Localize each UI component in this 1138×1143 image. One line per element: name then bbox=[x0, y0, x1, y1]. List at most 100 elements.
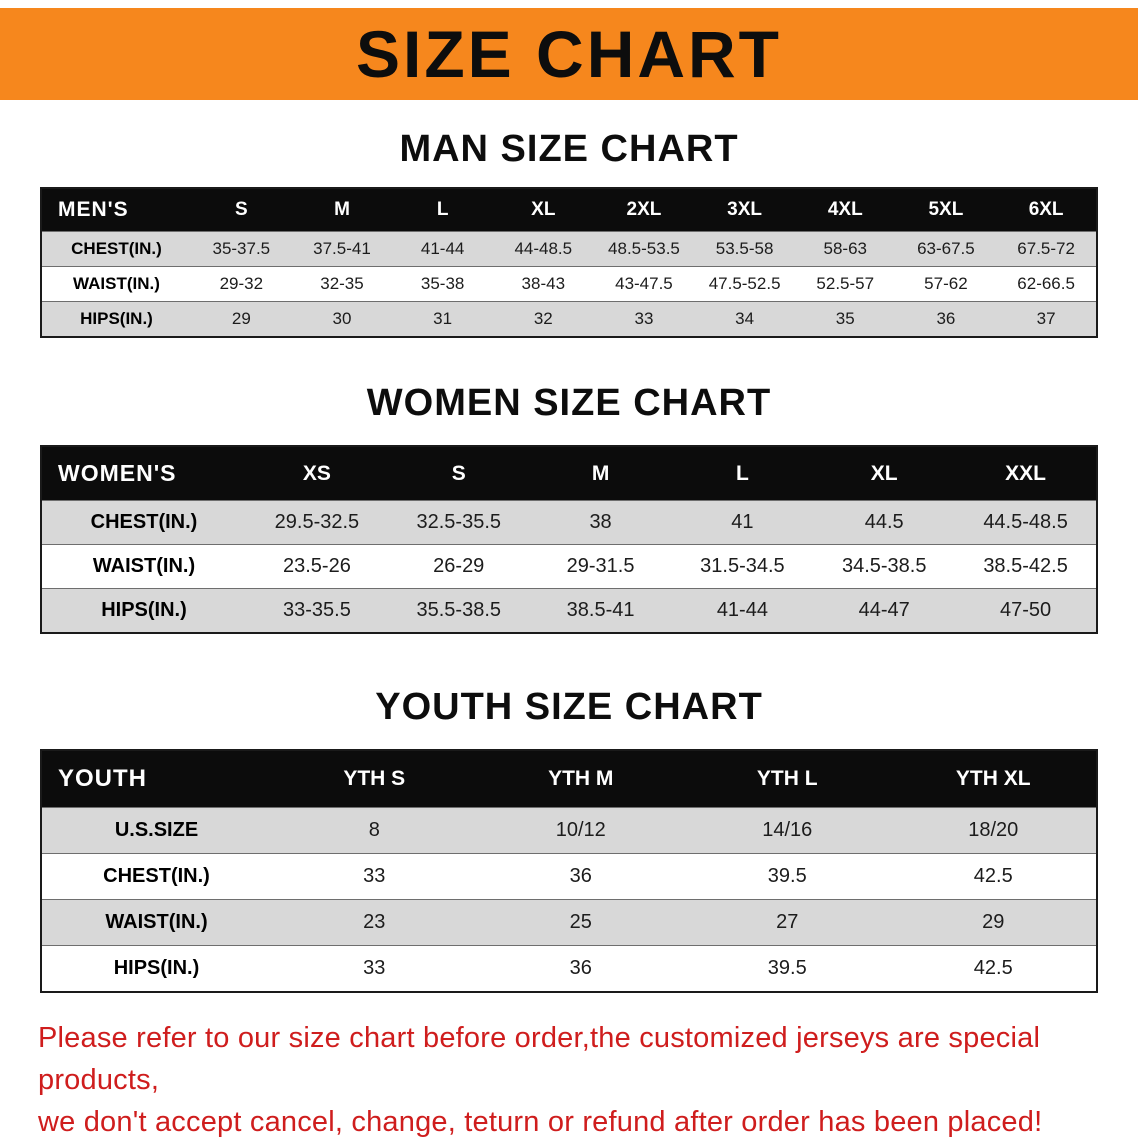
value-cell: 41-44 bbox=[420, 239, 465, 258]
value-cell: 36 bbox=[569, 865, 592, 887]
row-label-cell: WAIST(IN.) bbox=[92, 555, 196, 577]
value-cell: 29-32 bbox=[219, 274, 264, 293]
youth-size-table: YOUTH YTH S YTH M YTH L YTH XL U.S.SIZE 8 10/12… bbox=[40, 749, 1098, 993]
size-header-cell: 5XL bbox=[895, 188, 997, 232]
size-header-cell: S bbox=[191, 188, 292, 232]
row-label-cell: HIPS(IN.) bbox=[101, 599, 187, 621]
value-cell: 30 bbox=[332, 309, 352, 328]
value-cell: 39.5 bbox=[767, 957, 807, 979]
table-header-row: WOMEN'S XS S M L XL XXL bbox=[41, 446, 1097, 501]
value-cell: 29 bbox=[231, 309, 251, 328]
value-cell: 31.5-34.5 bbox=[700, 555, 785, 577]
disclaimer: Please refer to our size chart before or… bbox=[38, 1017, 1100, 1143]
value-cell: 26-29 bbox=[433, 555, 485, 577]
value-cell: 57-62 bbox=[924, 274, 968, 293]
size-header-cell: 6XL bbox=[996, 188, 1097, 232]
table-row: HIPS(IN.) 33 36 39.5 42.5 bbox=[41, 945, 1097, 992]
youth-chart-heading: YOUTH SIZE CHART bbox=[375, 686, 763, 728]
size-header-cell: S bbox=[387, 446, 530, 501]
value-cell: 47-50 bbox=[999, 599, 1052, 621]
table-row: WAIST(IN.) 23 25 27 29 bbox=[41, 899, 1097, 946]
row-label-cell: HIPS(IN.) bbox=[113, 957, 200, 979]
value-cell: 34.5-38.5 bbox=[841, 555, 927, 577]
value-cell: 47.5-52.5 bbox=[708, 274, 781, 293]
size-header-cell: YTH M bbox=[477, 750, 684, 808]
disclaimer-line-1: Please refer to our size chart before or… bbox=[38, 1022, 1041, 1097]
table-title-cell: WOMEN'S bbox=[41, 446, 246, 501]
value-cell: 31 bbox=[433, 309, 453, 328]
women-size-section: WOMEN SIZE CHART WOMEN'S XS S M L XL XXL CHEST(… bbox=[0, 382, 1138, 634]
size-header-cell: M bbox=[529, 446, 672, 501]
value-cell: 32 bbox=[533, 309, 553, 328]
size-header-cell: 3XL bbox=[694, 188, 795, 232]
row-label-cell: WAIST(IN.) bbox=[73, 274, 160, 293]
value-cell: 23.5-26 bbox=[282, 555, 351, 577]
value-cell: 36 bbox=[569, 957, 592, 979]
table-row: WAIST(IN.) 29-32 32-35 35-38 38-43 43-47.5 47.… bbox=[41, 266, 1097, 302]
men-chart-heading: MAN SIZE CHART bbox=[399, 128, 739, 170]
table-row: CHEST(IN.) 29.5-32.5 32.5-35.5 38 41 44.5 44.5… bbox=[41, 500, 1097, 545]
value-cell: 8 bbox=[368, 819, 380, 841]
value-cell: 67.5-72 bbox=[1017, 239, 1075, 258]
table-row: HIPS(IN.) 33-35.5 35.5-38.5 38.5-41 41-44 44-… bbox=[41, 588, 1097, 633]
value-cell: 44.5-48.5 bbox=[983, 511, 1068, 533]
value-cell: 58-63 bbox=[823, 239, 867, 258]
size-header-cell: XL bbox=[492, 188, 594, 232]
value-cell: 43-47.5 bbox=[615, 274, 673, 293]
women-size-table: WOMEN'S XS S M L XL XXL CHEST(IN.) 29.5-32.5 32.5… bbox=[40, 445, 1098, 634]
value-cell: 44-48.5 bbox=[514, 239, 573, 258]
value-cell: 37.5-41 bbox=[313, 239, 371, 258]
value-cell: 27 bbox=[776, 911, 799, 933]
row-label-cell: CHEST(IN.) bbox=[90, 511, 198, 533]
value-cell: 42.5 bbox=[973, 957, 1013, 979]
size-header-cell: XS bbox=[246, 446, 388, 501]
size-chart-title: SIZE CHART bbox=[356, 17, 782, 91]
row-label-cell: CHEST(IN.) bbox=[71, 239, 162, 258]
value-cell: 53.5-58 bbox=[715, 239, 774, 258]
row-label-cell: WAIST(IN.) bbox=[105, 911, 208, 933]
table-header-row: YOUTH YTH S YTH M YTH L YTH XL bbox=[41, 750, 1097, 808]
size-header-cell: XXL bbox=[955, 446, 1097, 501]
value-cell: 35-37.5 bbox=[212, 239, 271, 258]
value-cell: 42.5 bbox=[973, 865, 1013, 887]
men-size-table: MEN'S S M L XL 2XL 3XL 4XL 5XL 6XL CHEST(IN.) 35-37… bbox=[40, 187, 1098, 338]
table-row: HIPS(IN.) 29 30 31 32 33 34 35 36 37 bbox=[41, 301, 1097, 337]
size-chart-banner: SIZE CHART bbox=[0, 8, 1138, 100]
disclaimer-line-2: we don't accept cancel, change, teturn o… bbox=[38, 1106, 1043, 1139]
value-cell: 37 bbox=[1036, 309, 1056, 328]
value-cell: 14/16 bbox=[762, 819, 813, 841]
table-header-row: MEN'S S M L XL 2XL 3XL 4XL 5XL 6XL bbox=[41, 188, 1097, 232]
table-row: CHEST(IN.) 33 36 39.5 42.5 bbox=[41, 853, 1097, 900]
value-cell: 33 bbox=[363, 957, 386, 979]
size-header-cell: XL bbox=[813, 446, 956, 501]
value-cell: 32-35 bbox=[320, 274, 364, 293]
value-cell: 29-31.5 bbox=[566, 555, 635, 577]
value-cell: 63-67.5 bbox=[917, 239, 975, 258]
table-row: WAIST(IN.) 23.5-26 26-29 29-31.5 31.5-34.5 34… bbox=[41, 544, 1097, 589]
row-label-cell: HIPS(IN.) bbox=[80, 309, 153, 328]
value-cell: 41-44 bbox=[716, 599, 768, 621]
table-row: CHEST(IN.) 35-37.5 37.5-41 41-44 44-48.5 48.5… bbox=[41, 231, 1097, 267]
value-cell: 23 bbox=[363, 911, 386, 933]
value-cell: 29.5-32.5 bbox=[274, 511, 360, 533]
value-cell: 39.5 bbox=[767, 865, 807, 887]
value-cell: 25 bbox=[569, 911, 592, 933]
men-size-section: MAN SIZE CHART MEN'S S M L XL 2XL 3XL 4XL 5XL 6XL… bbox=[0, 128, 1138, 338]
value-cell: 10/12 bbox=[555, 819, 606, 841]
value-cell: 35-38 bbox=[420, 274, 465, 293]
value-cell: 41 bbox=[731, 511, 754, 533]
size-header-cell: YTH XL bbox=[890, 750, 1097, 808]
women-chart-heading: WOMEN SIZE CHART bbox=[366, 382, 772, 424]
table-title-cell: YOUTH bbox=[41, 750, 271, 808]
value-cell: 36 bbox=[936, 309, 956, 328]
value-cell: 34 bbox=[735, 309, 755, 328]
value-cell: 44.5 bbox=[864, 511, 904, 533]
value-cell: 29 bbox=[982, 911, 1005, 933]
value-cell: 44-47 bbox=[858, 599, 910, 621]
size-header-cell: 2XL bbox=[593, 188, 695, 232]
size-header-cell: YTH S bbox=[271, 750, 478, 808]
value-cell: 48.5-53.5 bbox=[608, 239, 680, 258]
value-cell: 52.5-57 bbox=[816, 274, 875, 293]
size-header-cell: M bbox=[291, 188, 393, 232]
youth-size-section: YOUTH SIZE CHART YOUTH YTH S YTH M YTH L YTH… bbox=[0, 686, 1138, 993]
